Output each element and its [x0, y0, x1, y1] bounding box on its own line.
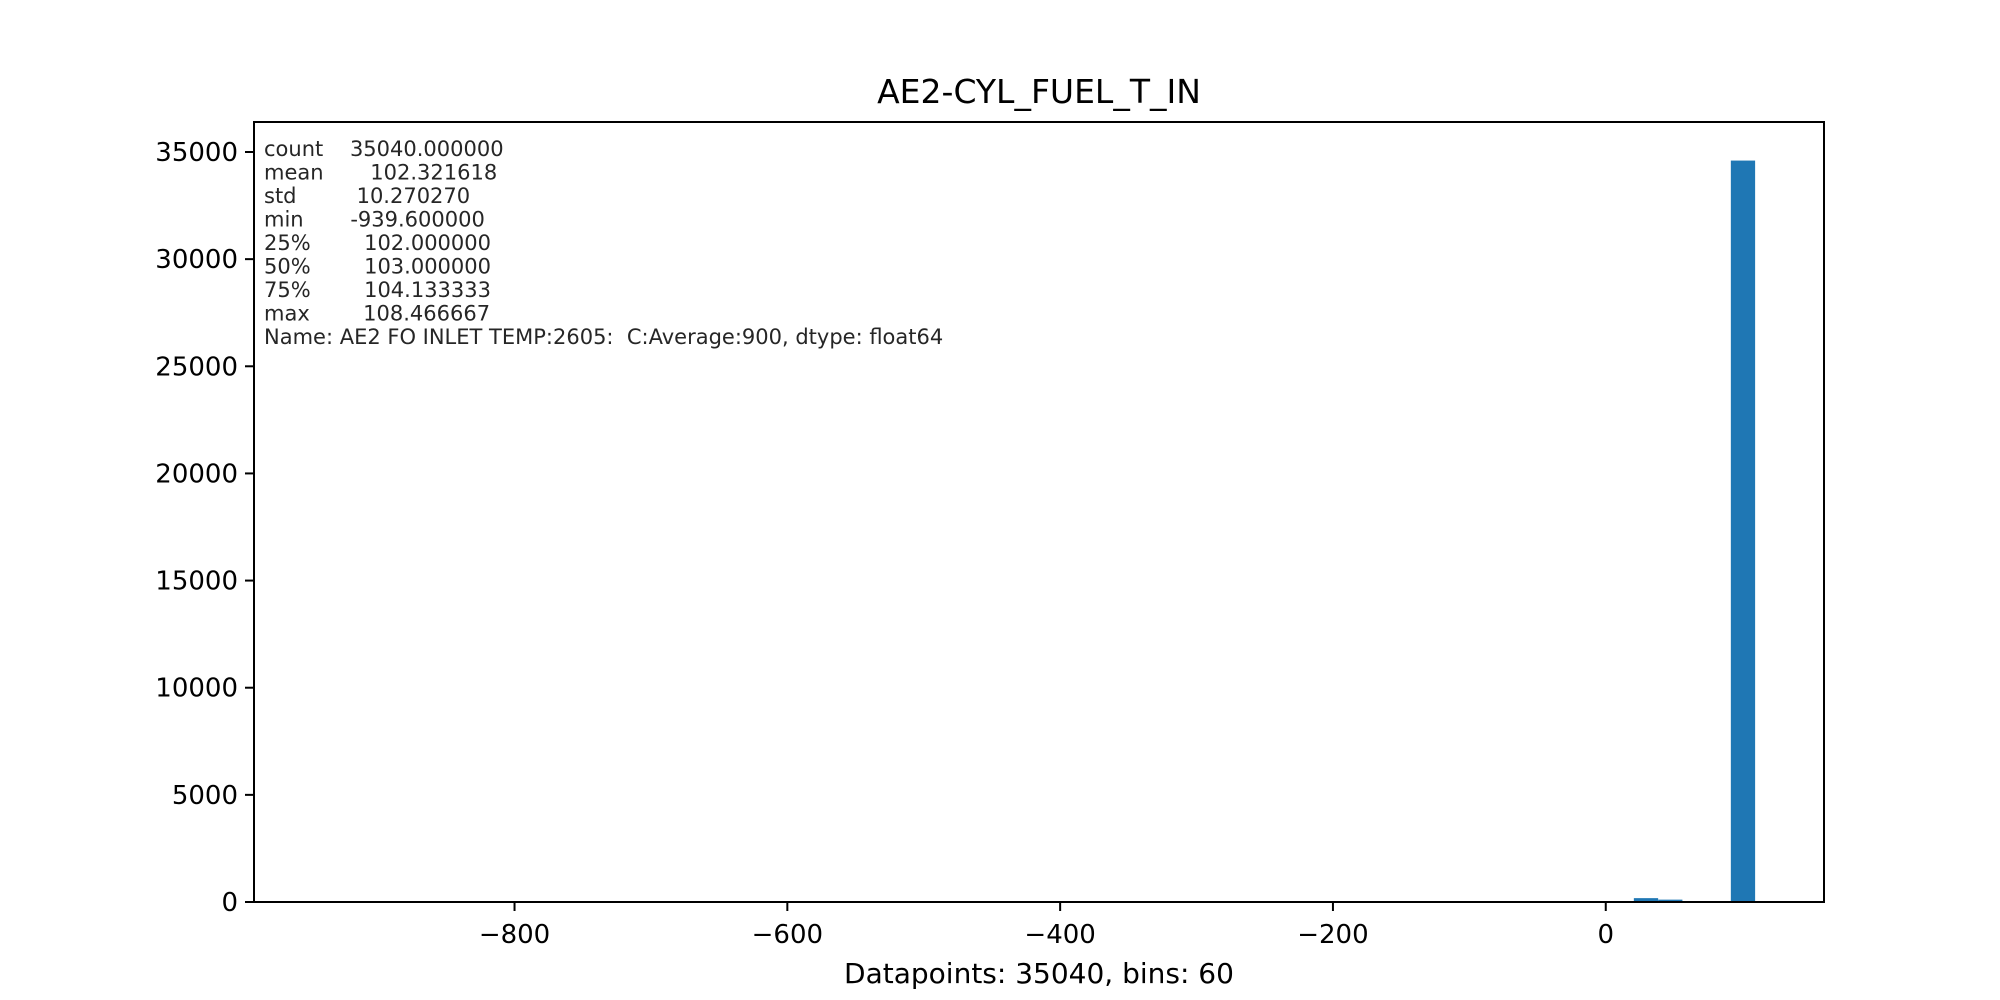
x-tick-label: −800 — [479, 920, 550, 950]
stats-line: count 35040.000000 — [264, 137, 504, 161]
x-axis-label: Datapoints: 35040, bins: 60 — [844, 957, 1234, 990]
y-tick-label: 15000 — [155, 567, 238, 597]
y-tick-label: 0 — [221, 888, 238, 918]
stats-line: 25% 102.000000 — [264, 231, 491, 255]
histogram-bar — [1730, 160, 1756, 903]
y-tick-label: 10000 — [155, 674, 238, 704]
histogram-bar — [1658, 899, 1683, 902]
stats-line: min -939.600000 — [264, 208, 485, 232]
y-tick-label: 5000 — [172, 781, 238, 811]
stats-line: max 108.466667 — [264, 302, 490, 326]
y-axis-ticks: 0 5000 10000 15000 20000 25000 30000 35000 — [155, 138, 254, 918]
histogram-bar — [1633, 898, 1659, 902]
stats-line: 50% 103.000000 — [264, 255, 491, 279]
stats-line: std 10.270270 — [264, 184, 470, 208]
stats-line: mean 102.321618 — [264, 161, 497, 185]
stats-line: 75% 104.133333 — [264, 278, 491, 302]
chart-title: AE2-CYL_FUEL_T_IN — [877, 72, 1201, 111]
x-tick-label: 0 — [1597, 920, 1614, 950]
y-tick-label: 30000 — [155, 245, 238, 275]
y-tick-label: 25000 — [155, 352, 238, 382]
y-tick-label: 35000 — [155, 138, 238, 168]
plot-frame — [253, 121, 1825, 903]
x-axis-ticks: −800 −600 −400 −200 0 — [479, 902, 1614, 950]
x-tick-label: −600 — [752, 920, 823, 950]
x-tick-label: −200 — [1297, 920, 1368, 950]
bars-group — [1633, 160, 1756, 903]
x-tick-label: −400 — [1024, 920, 1095, 950]
stats-line: Name: AE2 FO INLET TEMP:2605: C:Average:… — [264, 325, 943, 349]
y-tick-label: 20000 — [155, 459, 238, 489]
